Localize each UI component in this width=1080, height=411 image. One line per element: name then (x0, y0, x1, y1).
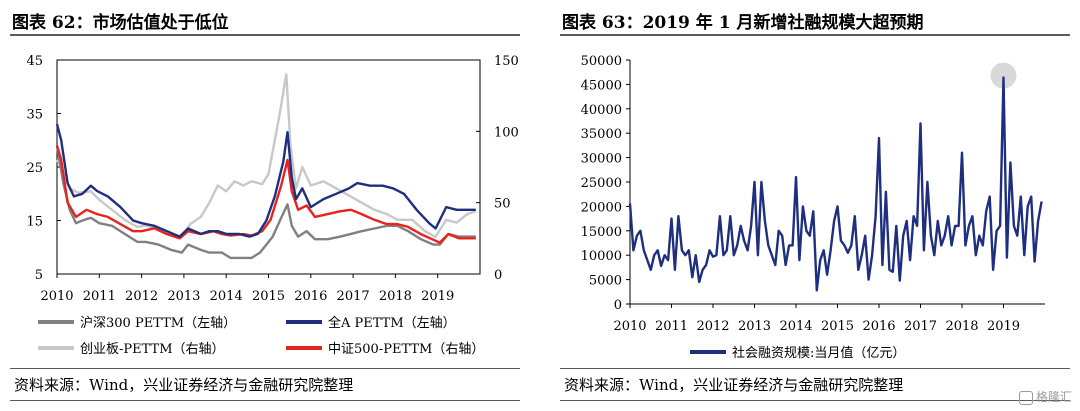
right-bottom-rule (560, 400, 1070, 401)
left-y-tick-label-25: 25 (26, 161, 43, 176)
left-x-tick-label-2017: 2017 (337, 289, 370, 304)
right-chart-x-tick-label-2011: 2011 (655, 319, 688, 334)
left-x-tick-label-2015: 2015 (252, 289, 285, 304)
series-line-2 (55, 73, 477, 239)
right-chart-x-tick-label-2010: 2010 (613, 319, 646, 334)
series-line-social-financing (628, 76, 1043, 292)
series-line-0 (55, 145, 476, 260)
legend-label-2: 创业板-PETTM（右轴） (80, 342, 225, 357)
social-financing-chart: 0 5000 10000 15000 20000 25000 30000 35000 40000… (581, 54, 1045, 361)
left-x-tick-label-2011: 2011 (83, 289, 116, 304)
left-bottom-rule (10, 400, 520, 401)
pe-valuation-chart: 5 15 25 35 45 0 50 100 150 2010 2011 2012 2013 2014 20… (26, 54, 519, 357)
right-chart-y-tick-label-10000: 10000 (581, 249, 622, 264)
watermark: 格隆汇 (1018, 388, 1072, 405)
right-chart-x-tick-label-2017: 2017 (904, 319, 937, 334)
right-chart-x-tick-label-2016: 2016 (862, 319, 895, 334)
left-x-tick-label-2012: 2012 (125, 289, 158, 304)
legend-label-1: 全A PETTM（左轴） (328, 315, 456, 331)
legend-label-0: 沪深300 PETTM（左轴） (80, 315, 236, 331)
right-source-note: 资料来源：Wind，兴业证券经济与金融研究院整理 (564, 376, 904, 394)
left-x-tick-label-2018: 2018 (379, 289, 412, 304)
left-source-note: 资料来源：Wind，兴业证券经济与金融研究院整理 (14, 376, 354, 394)
left-figure-title: 图表 62：市场估值处于低位 (12, 13, 229, 33)
right-chart-y-tick-label-5000: 5000 (589, 274, 622, 289)
peak-highlight-marker (990, 62, 1017, 89)
right-panel: 图表 63：2019 年 1 月新增社融规模大超预期 0 5000 10000 150… (550, 0, 1080, 411)
series-line-1 (55, 123, 476, 238)
right-source-rule (560, 368, 1070, 369)
left-y-tick-label-15: 15 (26, 215, 43, 230)
left-x-tick-label-2013: 2013 (167, 289, 200, 304)
left-x-tick-label-2016: 2016 (294, 289, 327, 304)
left-y-tick-label-5: 5 (35, 268, 43, 283)
right-chart-y-tick-label-20000: 20000 (581, 200, 622, 215)
left-title-rule (10, 34, 520, 36)
left-panel: 图表 62：市场估值处于低位 5 15 25 35 45 0 50 100 150 2010 201… (0, 0, 530, 411)
right-chart-x-tick-label-2015: 2015 (821, 319, 854, 334)
left-y-tick-label-35: 35 (26, 108, 43, 123)
right-chart-x-tick-label-2012: 2012 (696, 319, 729, 334)
left-x-tick-label-2014: 2014 (210, 289, 243, 304)
right-chart-x-tick-label-2018: 2018 (945, 319, 978, 334)
right-chart-x-tick-label-2013: 2013 (738, 319, 771, 334)
series-line-3 (55, 145, 476, 244)
right-chart-y-tick-label-45000: 45000 (581, 78, 622, 93)
watermark-logo-icon (1018, 390, 1033, 405)
right-title-rule (560, 34, 1070, 36)
legend-label-3: 中证500-PETTM（右轴） (328, 342, 484, 357)
right-chart-x-tick-label-2014: 2014 (779, 319, 812, 334)
right-chart-y-tick-label-30000: 30000 (581, 152, 622, 167)
right-chart-y-tick-label-50000: 50000 (581, 54, 622, 69)
right-chart-x-tick-label-2019: 2019 (987, 319, 1020, 334)
left-x-tick-label-2010: 2010 (40, 289, 73, 304)
right-y-tick-label-0: 0 (494, 268, 502, 283)
right-chart-y-tick-label-40000: 40000 (581, 103, 622, 118)
watermark-text: 格隆汇 (1035, 390, 1072, 404)
legend-label-social-financing: 社会融资规模:当月值（亿元） (732, 345, 905, 361)
left-y-tick-label-45: 45 (26, 54, 43, 69)
left-x-tick-label-2019: 2019 (421, 289, 454, 304)
right-y-tick-label-150: 150 (494, 54, 519, 69)
right-y-tick-label-50: 50 (494, 197, 511, 212)
right-figure-title: 图表 63：2019 年 1 月新增社融规模大超预期 (562, 13, 924, 33)
right-chart-y-tick-label-25000: 25000 (581, 176, 622, 191)
right-chart-y-tick-label-35000: 35000 (581, 127, 622, 142)
right-chart-y-tick-label-15000: 15000 (581, 225, 622, 240)
left-source-rule (10, 368, 520, 369)
right-chart-y-tick-label-0: 0 (614, 298, 622, 313)
right-y-tick-label-100: 100 (494, 125, 519, 140)
